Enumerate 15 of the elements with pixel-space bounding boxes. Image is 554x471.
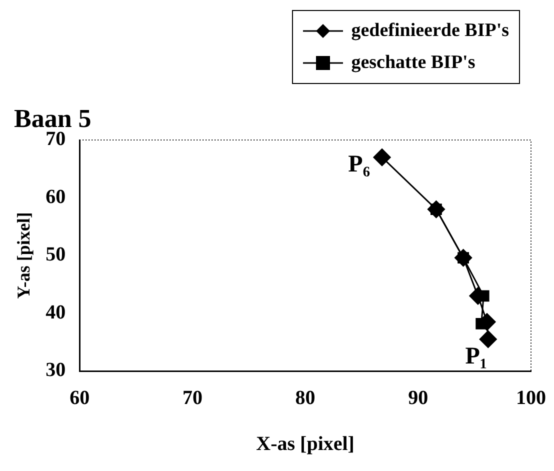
legend-label: gedefinieerde BIP's xyxy=(351,19,509,43)
y-axis-title: Y-as [pixel] xyxy=(13,212,34,299)
y-tick-label: 60 xyxy=(46,186,66,208)
y-tick-label: 50 xyxy=(46,244,66,266)
x-tick-label: 90 xyxy=(408,387,428,410)
x-axis-title: X-as [pixel] xyxy=(256,433,354,456)
annotation: P₁ xyxy=(465,343,488,370)
x-tick-label: 100 xyxy=(516,387,546,410)
y-tick-label: 40 xyxy=(46,301,66,324)
x-tick-label: 70 xyxy=(182,387,202,410)
annotation: P₆ xyxy=(348,152,370,178)
x-tick-label: 60 xyxy=(70,387,90,410)
x-tick-label: 80 xyxy=(295,387,316,410)
y-tick-label: 30 xyxy=(46,359,66,382)
legend-label: geschatte BIP's xyxy=(351,51,476,75)
